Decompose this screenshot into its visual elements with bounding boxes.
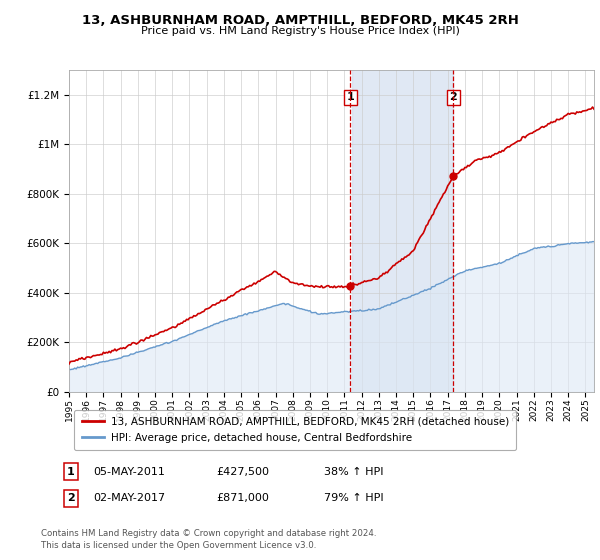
Text: 38% ↑ HPI: 38% ↑ HPI	[324, 466, 383, 477]
Text: 02-MAY-2017: 02-MAY-2017	[93, 493, 165, 503]
Legend: 13, ASHBURNHAM ROAD, AMPTHILL, BEDFORD, MK45 2RH (detached house), HPI: Average : 13, ASHBURNHAM ROAD, AMPTHILL, BEDFORD, …	[74, 410, 516, 450]
Text: 2: 2	[67, 493, 74, 503]
Text: 13, ASHBURNHAM ROAD, AMPTHILL, BEDFORD, MK45 2RH: 13, ASHBURNHAM ROAD, AMPTHILL, BEDFORD, …	[82, 14, 518, 27]
Text: 79% ↑ HPI: 79% ↑ HPI	[324, 493, 383, 503]
Text: 2: 2	[449, 92, 457, 102]
Text: £871,000: £871,000	[216, 493, 269, 503]
Text: 1: 1	[347, 92, 355, 102]
Text: 1: 1	[67, 466, 74, 477]
Text: Contains HM Land Registry data © Crown copyright and database right 2024.
This d: Contains HM Land Registry data © Crown c…	[41, 529, 376, 550]
Text: £427,500: £427,500	[216, 466, 269, 477]
Text: Price paid vs. HM Land Registry's House Price Index (HPI): Price paid vs. HM Land Registry's House …	[140, 26, 460, 36]
Text: 05-MAY-2011: 05-MAY-2011	[93, 466, 165, 477]
